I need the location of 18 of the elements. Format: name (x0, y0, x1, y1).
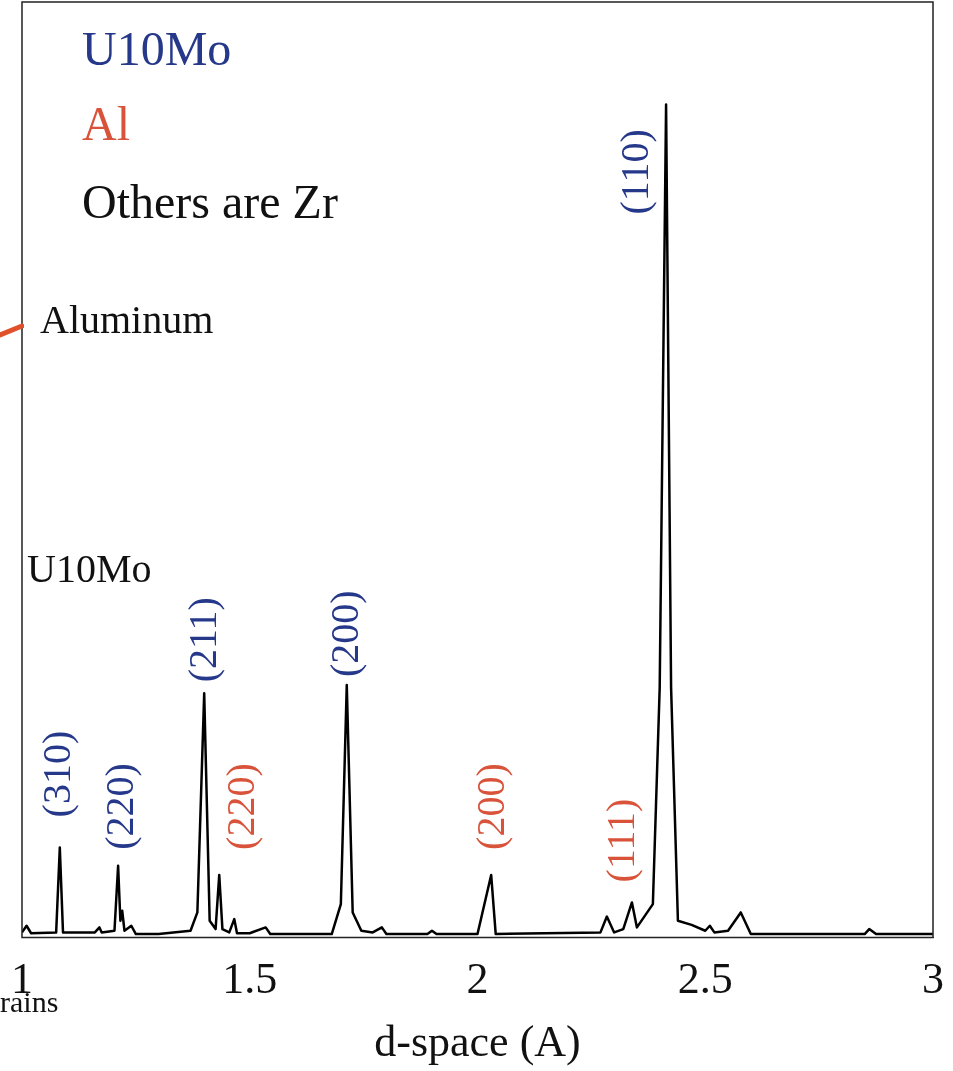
annotation: (220) (96, 763, 142, 850)
annotation: (220) (217, 763, 263, 850)
x-tick-label: 2 (466, 954, 489, 1004)
annotation: (111) (598, 798, 644, 883)
annotation: U10Mo (27, 546, 152, 591)
x-tick-label: 1.5 (222, 954, 278, 1004)
annotation: Aluminum (40, 297, 214, 342)
annotation: Others are Zr (82, 175, 338, 228)
x-axis-title: d-space (A) (374, 1017, 581, 1067)
x-tick-label: 3 (922, 954, 944, 1004)
annotation: (200) (467, 763, 513, 850)
annotation: (211) (179, 597, 225, 683)
x-tick-label: 2.5 (677, 954, 733, 1004)
annotation: Al (82, 97, 130, 150)
annotation: (310) (34, 730, 80, 818)
annotation: (200) (322, 590, 368, 678)
text: U10Mo (82, 22, 232, 75)
annotation: (110) (611, 129, 657, 215)
